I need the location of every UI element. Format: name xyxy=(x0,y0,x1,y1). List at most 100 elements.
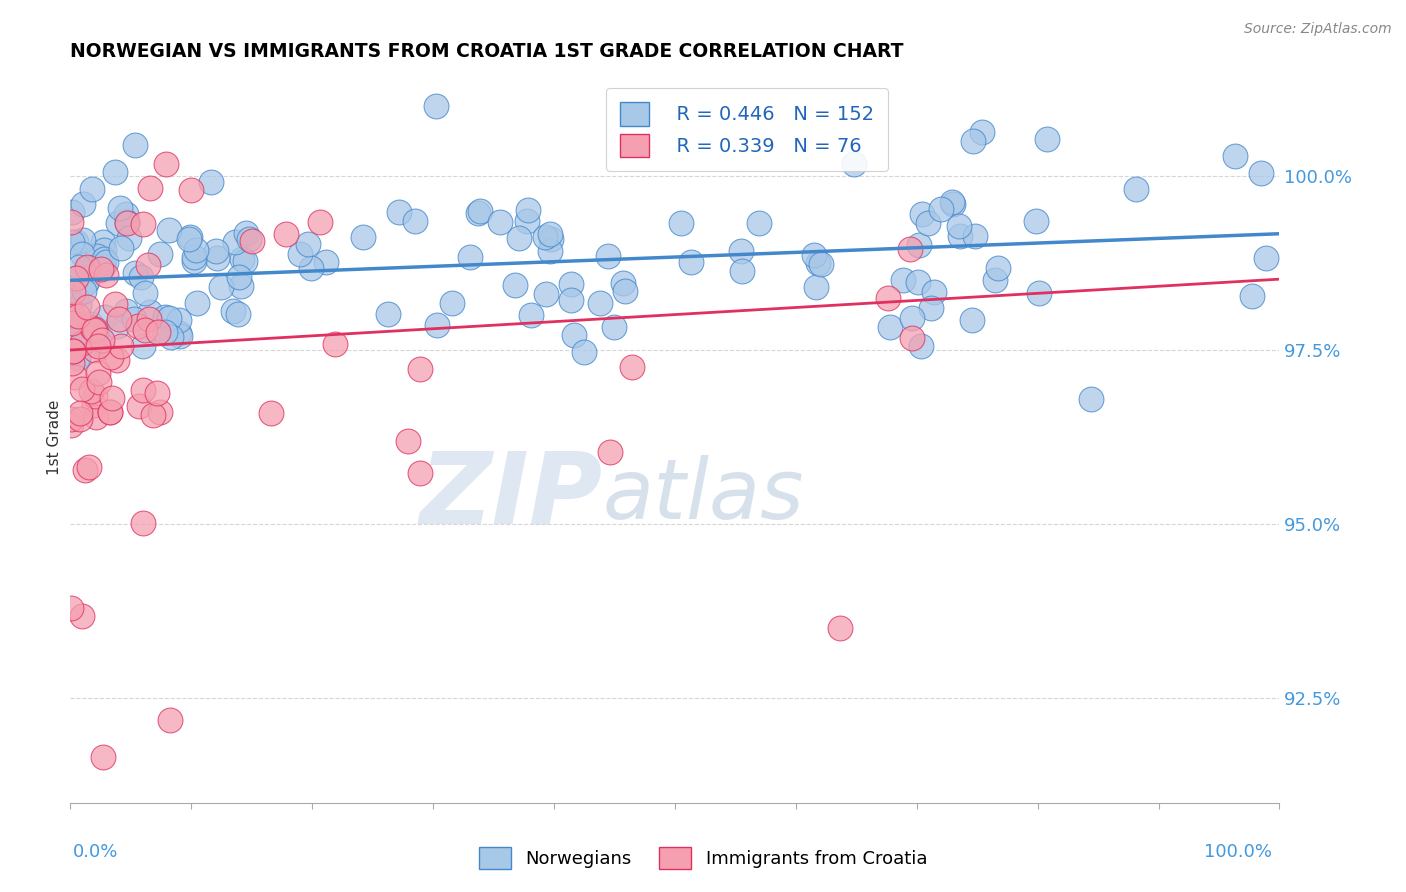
Point xyxy=(962,134,984,148)
Text: ZIP: ZIP xyxy=(419,447,602,544)
Point xyxy=(107,216,129,230)
Point xyxy=(730,244,752,258)
Point xyxy=(922,285,945,300)
Legend: Norwegians, Immigrants from Croatia: Norwegians, Immigrants from Croatia xyxy=(470,838,936,879)
Point xyxy=(90,261,112,276)
Point xyxy=(59,215,82,229)
Point xyxy=(142,409,165,423)
Point xyxy=(115,215,138,229)
Point xyxy=(910,339,932,353)
Point xyxy=(409,466,432,480)
Point xyxy=(900,310,922,325)
Point xyxy=(159,713,181,727)
Point xyxy=(167,312,190,326)
Point xyxy=(60,235,83,249)
Point xyxy=(598,250,620,264)
Point xyxy=(404,213,426,227)
Point xyxy=(1025,214,1047,228)
Point xyxy=(83,343,105,357)
Point xyxy=(931,202,953,216)
Point xyxy=(100,350,122,364)
Point xyxy=(984,272,1007,286)
Point xyxy=(589,296,612,310)
Point xyxy=(1035,132,1057,146)
Point xyxy=(948,219,970,234)
Point xyxy=(441,296,464,310)
Point xyxy=(184,244,207,258)
Point xyxy=(70,608,93,623)
Point xyxy=(228,270,250,285)
Point xyxy=(91,750,114,764)
Point xyxy=(396,434,419,448)
Point xyxy=(80,384,103,399)
Point xyxy=(77,261,100,276)
Point xyxy=(93,310,115,325)
Point xyxy=(67,260,90,274)
Point xyxy=(224,235,246,249)
Point xyxy=(297,236,319,251)
Point xyxy=(564,327,586,342)
Point xyxy=(970,125,993,139)
Legend:   R = 0.446   N = 152,   R = 0.339   N = 76: R = 0.446 N = 152, R = 0.339 N = 76 xyxy=(606,88,889,171)
Point xyxy=(240,234,263,248)
Y-axis label: 1st Grade: 1st Grade xyxy=(46,400,62,475)
Point xyxy=(72,233,94,247)
Point xyxy=(80,321,103,335)
Point xyxy=(127,318,149,333)
Point xyxy=(93,244,115,258)
Point xyxy=(748,216,770,230)
Point xyxy=(1223,149,1246,163)
Point xyxy=(299,261,322,276)
Point xyxy=(132,516,155,531)
Point xyxy=(108,201,131,215)
Point xyxy=(276,227,298,241)
Point xyxy=(84,322,107,336)
Point xyxy=(907,275,929,289)
Point xyxy=(614,284,637,298)
Point xyxy=(534,286,557,301)
Point xyxy=(519,308,541,322)
Point xyxy=(1125,182,1147,196)
Point xyxy=(1254,251,1277,265)
Point xyxy=(157,311,180,326)
Point xyxy=(1080,392,1102,406)
Point xyxy=(908,238,931,252)
Point xyxy=(60,309,83,323)
Point xyxy=(60,417,83,432)
Point xyxy=(879,320,901,334)
Point xyxy=(69,411,91,425)
Point xyxy=(179,230,201,244)
Point xyxy=(538,227,561,241)
Point xyxy=(891,273,914,287)
Point xyxy=(960,312,983,326)
Point xyxy=(86,339,108,353)
Point xyxy=(134,323,156,337)
Point xyxy=(149,405,172,419)
Point xyxy=(669,216,692,230)
Point xyxy=(139,305,162,319)
Point xyxy=(65,271,87,285)
Point xyxy=(900,242,922,256)
Point xyxy=(84,389,107,403)
Point xyxy=(60,321,83,335)
Point xyxy=(731,264,754,278)
Point xyxy=(84,325,107,339)
Point xyxy=(98,405,121,419)
Point xyxy=(377,307,399,321)
Point xyxy=(115,207,138,221)
Point xyxy=(183,250,205,264)
Point xyxy=(62,344,84,359)
Point xyxy=(620,360,643,375)
Point xyxy=(93,252,115,266)
Point xyxy=(80,318,103,332)
Point xyxy=(105,319,128,334)
Point xyxy=(82,181,104,195)
Point xyxy=(235,254,257,268)
Point xyxy=(209,280,232,294)
Point xyxy=(572,344,595,359)
Point xyxy=(226,307,249,321)
Point xyxy=(602,319,624,334)
Point xyxy=(146,326,169,340)
Point xyxy=(90,336,112,351)
Point xyxy=(59,411,82,425)
